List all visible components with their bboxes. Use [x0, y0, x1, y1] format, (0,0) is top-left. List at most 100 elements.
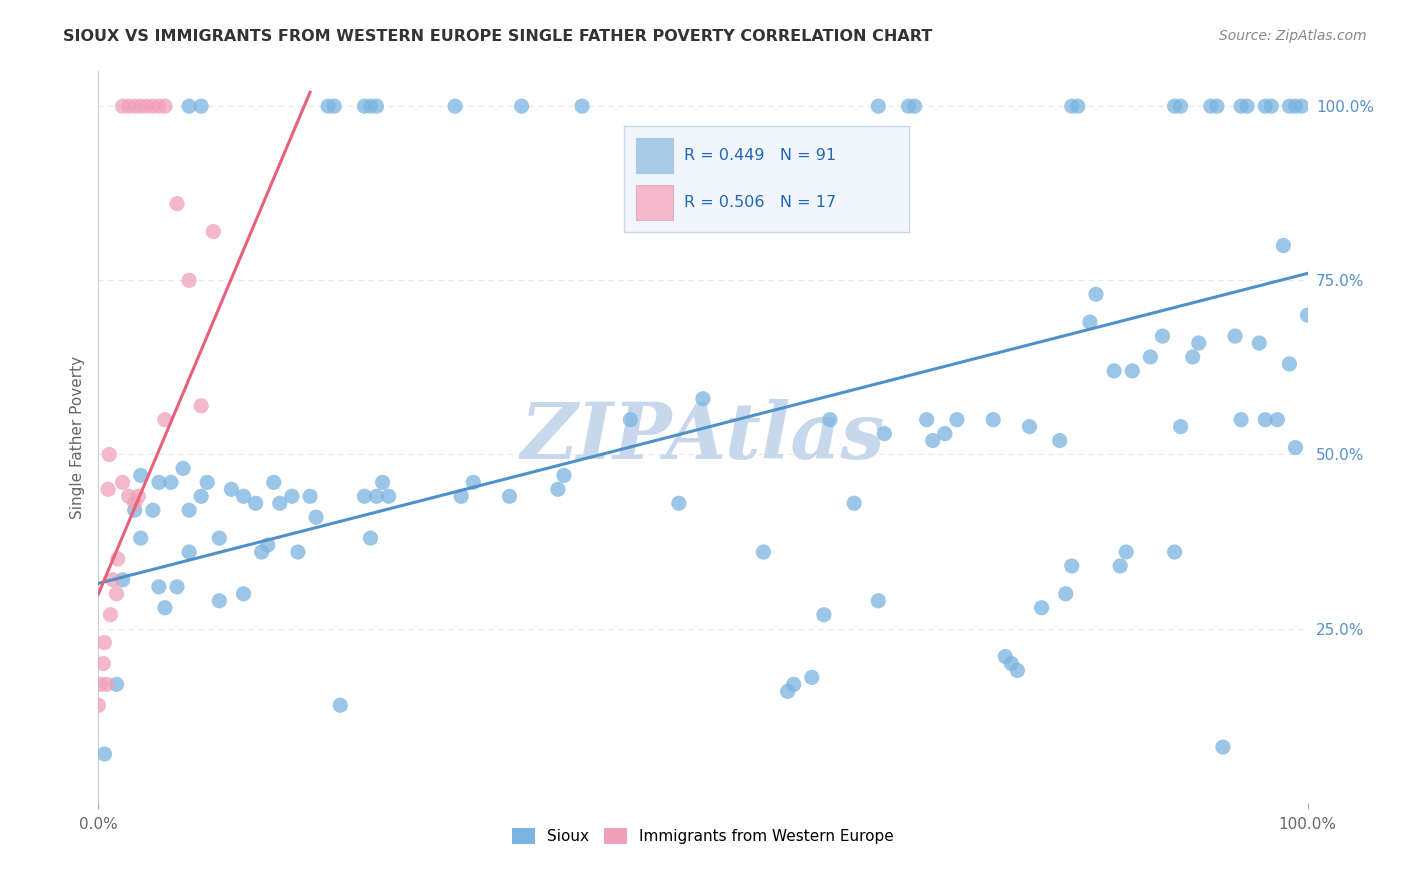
Point — [299, 489, 322, 503]
Point — [1284, 99, 1306, 113]
Point — [1085, 287, 1108, 301]
Point — [1060, 99, 1083, 113]
Point — [179, 545, 201, 559]
Point — [1067, 99, 1090, 113]
Point — [553, 468, 575, 483]
Point — [444, 99, 467, 113]
Point — [124, 503, 146, 517]
Point — [1163, 545, 1185, 559]
Point — [1078, 315, 1101, 329]
Point — [813, 607, 835, 622]
Point — [1031, 600, 1053, 615]
Point — [124, 99, 146, 113]
Point — [129, 468, 152, 483]
Point — [547, 483, 569, 497]
Point — [281, 489, 304, 503]
Point — [190, 399, 212, 413]
Point — [904, 99, 927, 113]
Point — [946, 412, 969, 426]
Point — [1139, 350, 1161, 364]
Point — [776, 684, 799, 698]
Point — [353, 489, 375, 503]
Point — [179, 503, 201, 517]
Point — [153, 600, 176, 615]
Point — [166, 196, 188, 211]
Point — [1188, 336, 1211, 351]
Point — [93, 747, 115, 761]
Point — [105, 677, 128, 691]
Point — [1115, 545, 1137, 559]
Point — [208, 594, 231, 608]
Point — [1060, 558, 1083, 573]
Point — [111, 573, 134, 587]
Point — [981, 412, 1004, 426]
Point — [1236, 99, 1258, 113]
Point — [172, 461, 194, 475]
Point — [148, 475, 170, 490]
Point — [1163, 99, 1185, 113]
Point — [148, 580, 170, 594]
Point — [1296, 308, 1319, 322]
Point — [800, 670, 823, 684]
Point — [153, 99, 176, 113]
Point — [868, 594, 890, 608]
Point — [105, 587, 128, 601]
Point — [179, 273, 201, 287]
Point — [1267, 412, 1289, 426]
Point — [316, 99, 339, 113]
Point — [142, 99, 165, 113]
Text: SIOUX VS IMMIGRANTS FROM WESTERN EUROPE SINGLE FATHER POVERTY CORRELATION CHART: SIOUX VS IMMIGRANTS FROM WESTERN EUROPE … — [63, 29, 932, 44]
Point — [498, 489, 520, 503]
Point — [179, 99, 201, 113]
Point — [994, 649, 1017, 664]
Point — [1249, 336, 1271, 351]
Point — [668, 496, 690, 510]
Point — [571, 99, 593, 113]
Point — [111, 475, 134, 490]
Point — [1121, 364, 1143, 378]
Point — [1278, 357, 1301, 371]
Point — [934, 426, 956, 441]
Point — [160, 475, 183, 490]
Point — [127, 489, 149, 503]
Point — [153, 412, 176, 426]
Point — [353, 99, 375, 113]
Point — [1102, 364, 1125, 378]
Point — [1199, 99, 1222, 113]
Point — [129, 531, 152, 545]
Point — [1230, 412, 1253, 426]
Point — [463, 475, 485, 490]
Point — [263, 475, 285, 490]
Point — [118, 489, 141, 503]
Point — [256, 538, 278, 552]
Point — [1223, 329, 1246, 343]
Point — [818, 412, 841, 426]
Point — [142, 503, 165, 517]
Y-axis label: Single Father Poverty: Single Father Poverty — [69, 356, 84, 518]
Point — [1260, 99, 1282, 113]
Point — [202, 225, 225, 239]
Text: Source: ZipAtlas.com: Source: ZipAtlas.com — [1219, 29, 1367, 43]
Point — [1284, 441, 1306, 455]
Point — [1049, 434, 1071, 448]
Point — [619, 412, 641, 426]
Point — [166, 580, 188, 594]
Point — [1230, 99, 1253, 113]
Point — [323, 99, 346, 113]
Point — [195, 475, 218, 490]
Point — [868, 99, 890, 113]
Point — [921, 434, 943, 448]
Point — [873, 426, 896, 441]
Point — [91, 657, 114, 671]
Point — [371, 475, 394, 490]
Point — [97, 483, 120, 497]
Point — [1206, 99, 1229, 113]
Point — [90, 677, 112, 691]
Point — [1181, 350, 1204, 364]
Point — [1109, 558, 1132, 573]
Point — [360, 99, 382, 113]
Point — [366, 99, 388, 113]
Point — [1018, 419, 1040, 434]
Legend: Sioux, Immigrants from Western Europe: Sioux, Immigrants from Western Europe — [506, 822, 900, 850]
Point — [96, 677, 118, 691]
